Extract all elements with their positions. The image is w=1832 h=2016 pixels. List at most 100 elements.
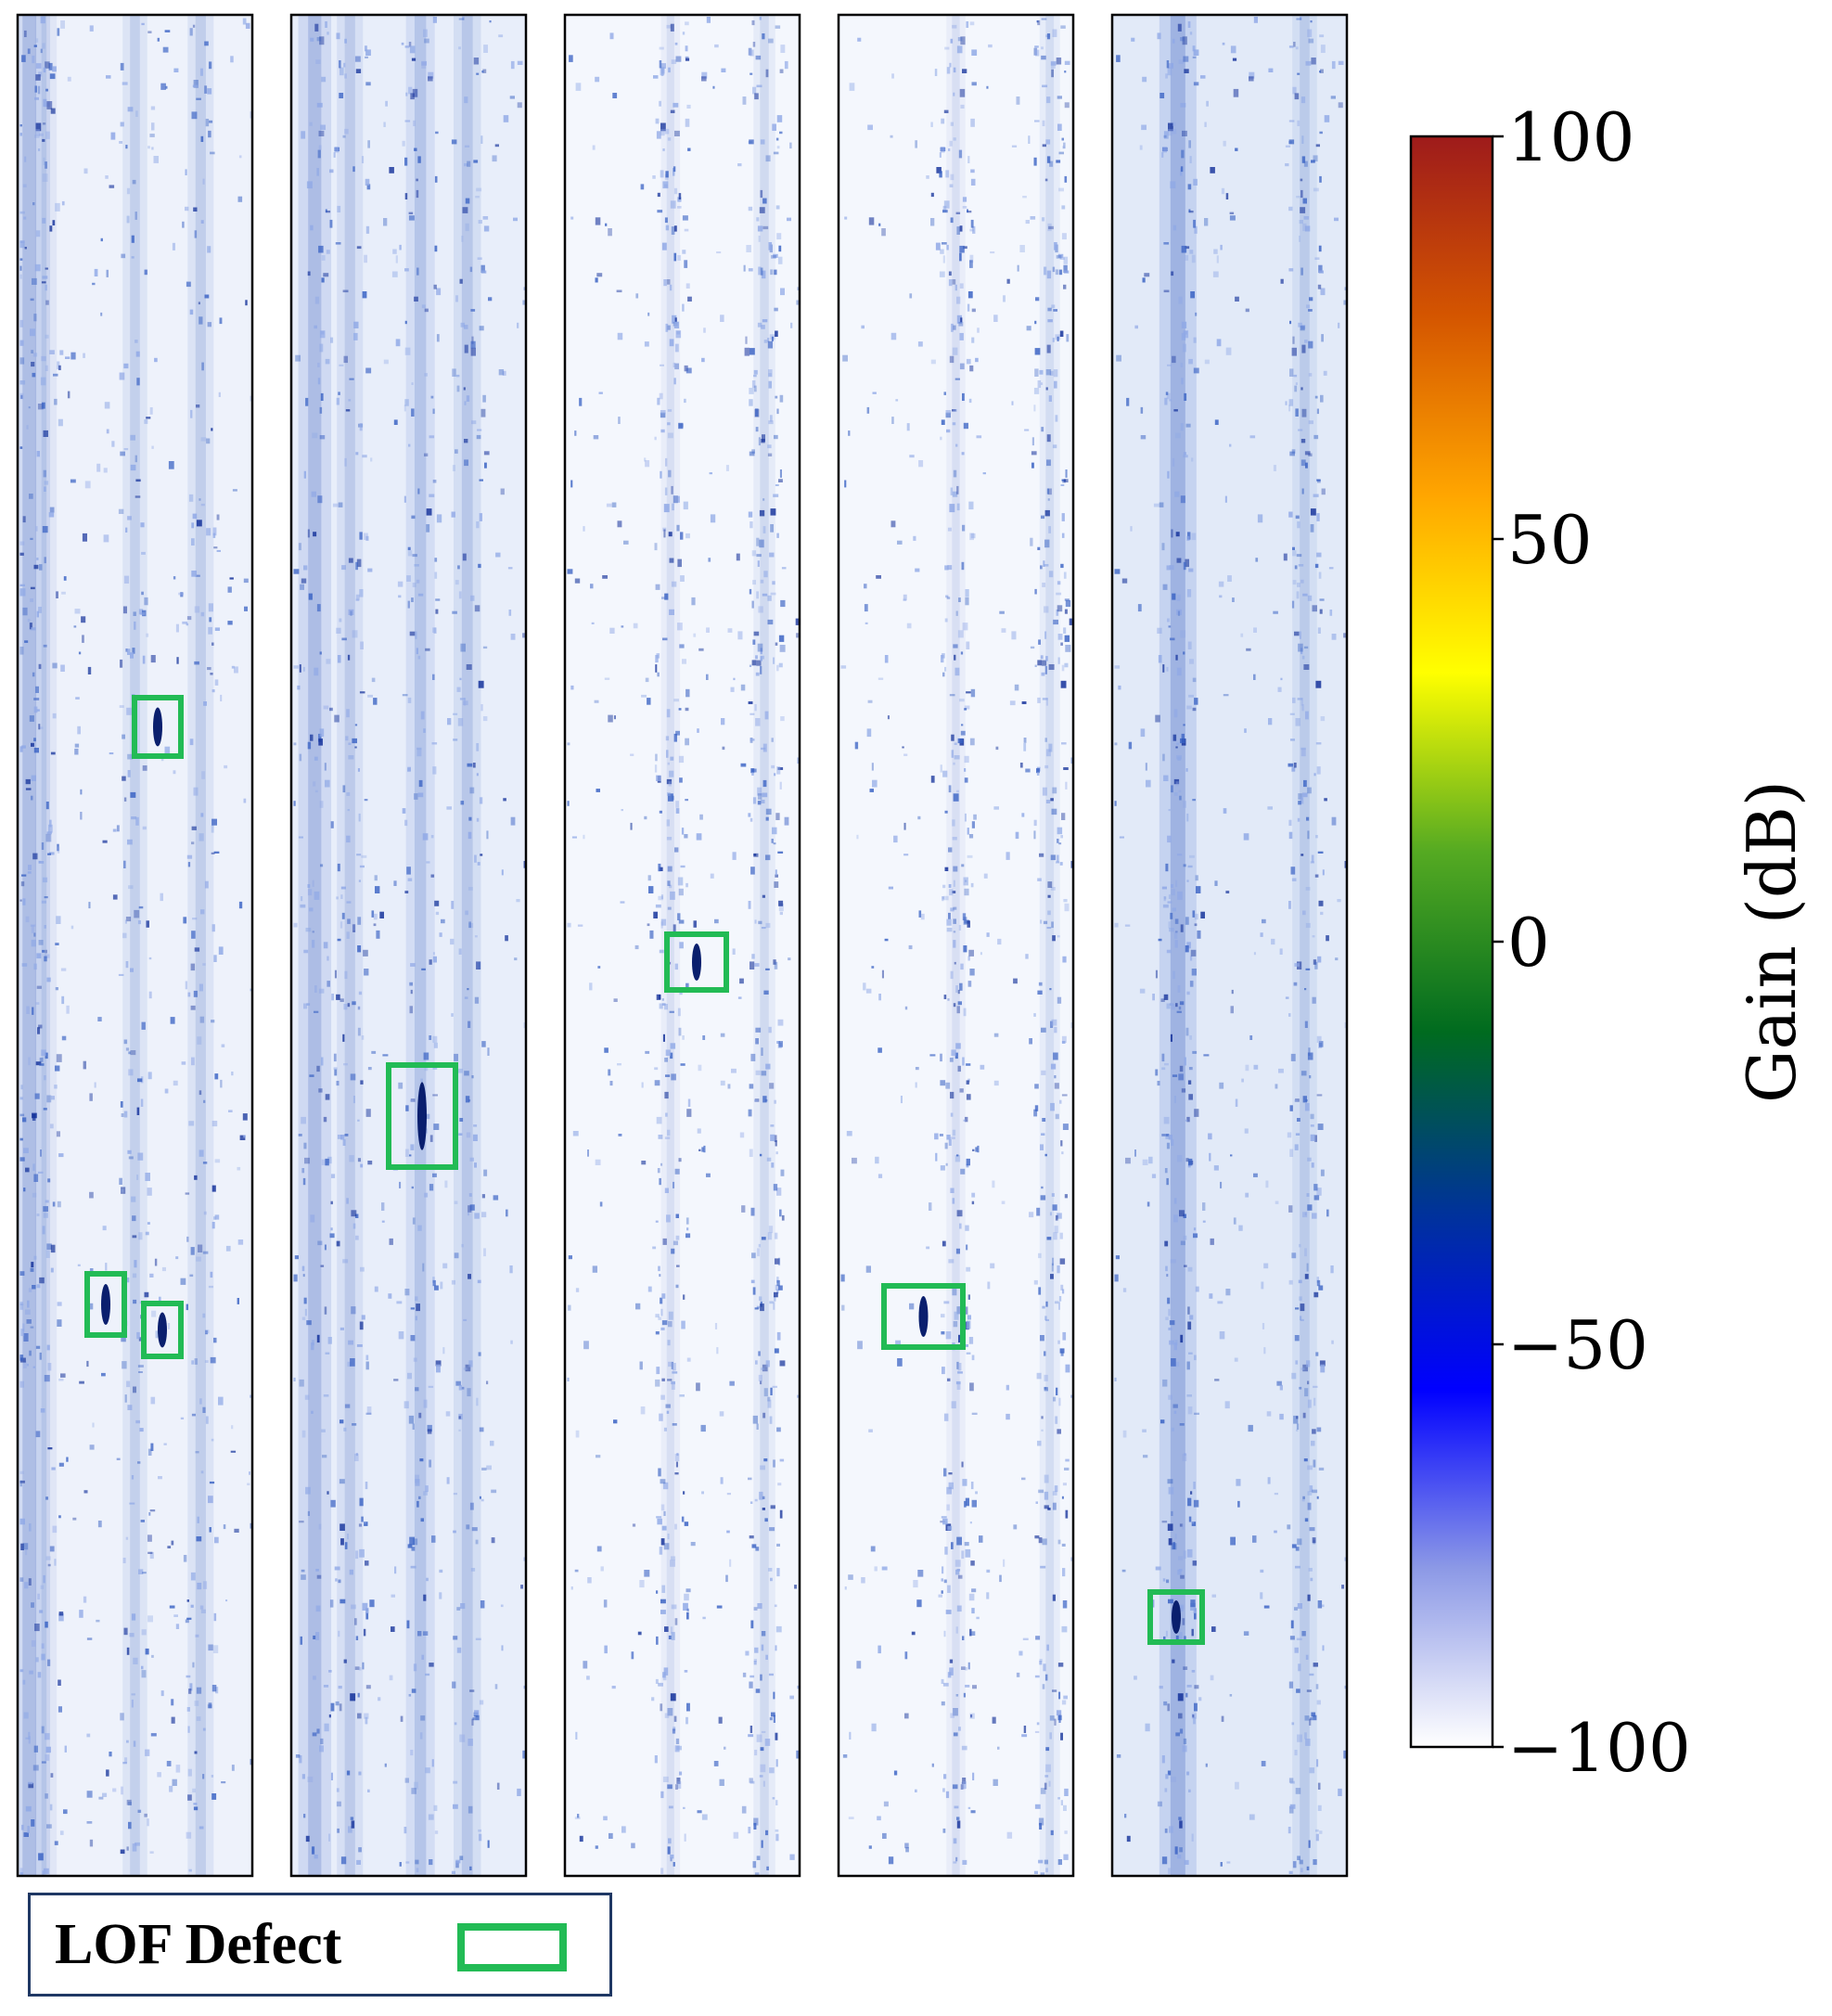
speckle (33, 1255, 37, 1260)
speckle (36, 1284, 41, 1289)
speckle (1167, 470, 1170, 479)
speckle (357, 1158, 361, 1162)
speckle (373, 913, 378, 920)
speckle (671, 1556, 676, 1560)
speckle (992, 1716, 996, 1724)
speckle (1189, 659, 1194, 664)
speckle (731, 1068, 737, 1073)
speckle (733, 1831, 739, 1839)
speckle (1035, 1636, 1041, 1640)
speckle (844, 216, 848, 220)
speckle (1183, 1213, 1186, 1218)
speckle (940, 1521, 945, 1523)
speckle (409, 631, 416, 636)
lof-defect-box (881, 1283, 966, 1350)
speckle (426, 861, 430, 864)
speckle (243, 578, 249, 584)
speckle (671, 1380, 675, 1385)
speckle (954, 1052, 958, 1059)
speckle (1300, 1318, 1304, 1321)
speckle (959, 245, 965, 253)
speckle (53, 373, 58, 377)
speckle (446, 1477, 450, 1484)
speckle (667, 325, 671, 330)
speckle (364, 1522, 368, 1526)
speckle (1187, 1406, 1193, 1415)
speckle (1036, 1207, 1041, 1216)
speckle (330, 337, 334, 343)
speckle (1294, 385, 1298, 392)
speckle (673, 321, 680, 328)
speckle (1198, 1697, 1202, 1701)
speckle (465, 223, 469, 232)
speckle (124, 919, 127, 924)
speckle (966, 691, 971, 694)
scan-panel (1110, 13, 1349, 1878)
speckle (314, 296, 320, 304)
speckle (491, 1537, 495, 1544)
speckle (230, 1450, 237, 1453)
speckle (1177, 1693, 1184, 1701)
speckle (1034, 320, 1037, 325)
speckle (1197, 930, 1201, 939)
speckle (303, 1003, 308, 1009)
speckle (749, 1778, 753, 1783)
speckle (1180, 166, 1184, 173)
speckle (24, 156, 27, 162)
speckle (663, 279, 667, 287)
speckle (470, 1568, 476, 1572)
speckle (473, 1124, 478, 1127)
speckle (363, 949, 368, 957)
speckle (150, 655, 156, 663)
speckle (1307, 29, 1313, 37)
speckle (670, 1693, 676, 1701)
speckle (298, 1134, 302, 1136)
speckle (44, 896, 48, 899)
speckle (355, 1550, 359, 1560)
speckle (1219, 1082, 1224, 1089)
speckle (1189, 1035, 1192, 1040)
speckle (1047, 488, 1052, 495)
speckle (316, 604, 321, 612)
speckle (742, 1672, 747, 1677)
speckle (940, 1053, 942, 1062)
speckle (19, 124, 22, 127)
speckle (1183, 1666, 1188, 1670)
speckle (983, 873, 988, 879)
speckle (336, 397, 339, 405)
speckle (238, 155, 242, 159)
speckle (50, 1267, 54, 1273)
speckle (964, 813, 967, 822)
speckle (1137, 604, 1142, 612)
speckle (191, 522, 195, 529)
speckle (754, 1750, 758, 1756)
speckle (323, 1685, 329, 1688)
intensity-band-core (952, 15, 960, 1876)
speckle (751, 1252, 756, 1259)
speckle (334, 969, 337, 979)
speckle (665, 1404, 671, 1408)
speckle (411, 382, 414, 385)
colorbar-tick-label: −100 (1507, 1709, 1691, 1787)
speckle (411, 597, 414, 602)
speckle (953, 906, 957, 910)
speckle (409, 1536, 415, 1546)
speckle (410, 1335, 416, 1342)
speckle (1064, 662, 1069, 668)
speckle (33, 698, 40, 700)
speckle (402, 694, 408, 697)
speckle (48, 512, 55, 518)
speckle (1204, 218, 1209, 226)
speckle (765, 1063, 771, 1070)
speckle (151, 147, 154, 150)
speckle (660, 470, 662, 479)
speckle (1318, 264, 1323, 273)
speckle (175, 1256, 179, 1260)
speckle (315, 1569, 319, 1572)
intensity-band-core (414, 15, 427, 1876)
speckle (352, 1223, 356, 1229)
speckle (400, 1715, 404, 1722)
speckle (1063, 256, 1069, 264)
speckle (1159, 502, 1164, 507)
speckle (23, 1148, 29, 1153)
